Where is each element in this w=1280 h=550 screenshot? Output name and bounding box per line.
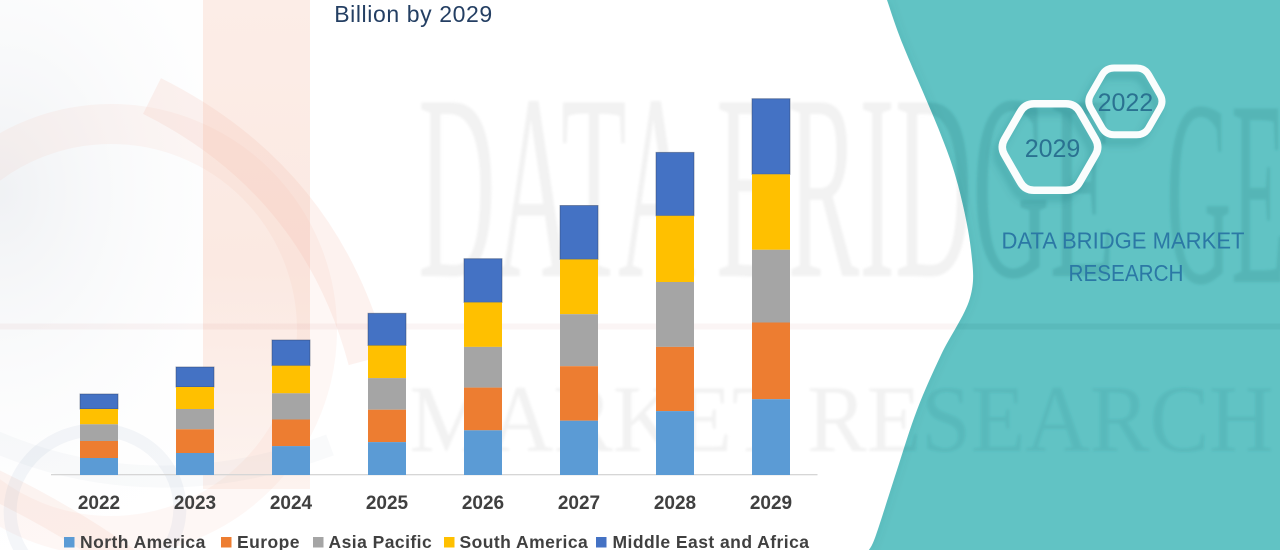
svg-text:2023: 2023 [174, 493, 216, 514]
svg-text:DATA BRIDGE MARKET: DATA BRIDGE MARKET [1002, 228, 1245, 254]
svg-text:North America: North America [80, 532, 206, 550]
svg-text:2025: 2025 [366, 493, 409, 514]
svg-text:Asia Pacific: Asia Pacific [329, 532, 433, 550]
svg-text:2027: 2027 [558, 493, 600, 514]
svg-text:South America: South America [460, 532, 589, 550]
svg-text:2028: 2028 [654, 493, 696, 514]
svg-text:2029: 2029 [750, 493, 792, 514]
svg-text:MARKET RESEARCH: MARKET RESEARCH [410, 366, 1274, 472]
svg-text:2022: 2022 [1098, 89, 1154, 117]
svg-text:RESEARCH: RESEARCH [1069, 260, 1184, 286]
svg-text:2026: 2026 [462, 493, 504, 514]
svg-text:Europe: Europe [237, 532, 300, 550]
svg-text:2024: 2024 [270, 493, 313, 514]
svg-text:Middle East and Africa: Middle East and Africa [613, 532, 810, 550]
svg-text:2022: 2022 [78, 493, 120, 514]
svg-text:Billion by 2029: Billion by 2029 [334, 1, 493, 27]
svg-text:2029: 2029 [1025, 135, 1081, 163]
svg-text:GE: GE [1166, 46, 1280, 339]
